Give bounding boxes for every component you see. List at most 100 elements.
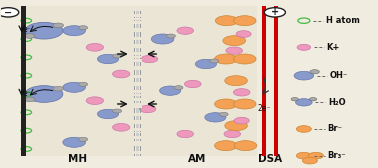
- Bar: [133, 21, 142, 24]
- Circle shape: [63, 137, 85, 147]
- Circle shape: [63, 82, 85, 92]
- Bar: [133, 143, 142, 146]
- Text: Br₃⁻: Br₃⁻: [327, 151, 346, 160]
- Bar: [133, 151, 142, 154]
- Bar: [21, 6, 26, 156]
- Circle shape: [225, 121, 247, 131]
- Circle shape: [291, 98, 299, 101]
- Bar: [22, 6, 135, 156]
- Bar: [134, 122, 141, 124]
- Circle shape: [53, 86, 64, 91]
- Circle shape: [86, 44, 104, 51]
- Bar: [138, 6, 257, 156]
- Circle shape: [113, 123, 130, 131]
- Bar: [134, 66, 141, 67]
- Circle shape: [234, 117, 249, 124]
- Circle shape: [25, 86, 63, 102]
- Bar: [134, 37, 141, 39]
- Text: −: −: [4, 7, 12, 17]
- Circle shape: [308, 152, 324, 159]
- Circle shape: [215, 54, 237, 64]
- Circle shape: [177, 130, 194, 138]
- Bar: [134, 47, 141, 48]
- Circle shape: [98, 109, 119, 119]
- Bar: [134, 18, 141, 20]
- Circle shape: [309, 98, 317, 101]
- Text: DSA: DSA: [258, 154, 282, 164]
- Circle shape: [236, 31, 251, 37]
- Circle shape: [174, 86, 183, 90]
- Circle shape: [141, 55, 158, 63]
- Circle shape: [0, 8, 19, 17]
- Bar: [133, 37, 142, 39]
- Circle shape: [225, 76, 247, 86]
- Bar: [136, 6, 138, 156]
- Circle shape: [113, 109, 122, 113]
- Text: AM: AM: [188, 154, 207, 164]
- Circle shape: [296, 99, 312, 106]
- Circle shape: [151, 34, 174, 44]
- Circle shape: [53, 23, 64, 28]
- Bar: [134, 9, 141, 11]
- Bar: [133, 14, 142, 17]
- Circle shape: [215, 99, 237, 109]
- Circle shape: [79, 137, 88, 141]
- Circle shape: [25, 22, 63, 39]
- Circle shape: [297, 44, 311, 50]
- Bar: [133, 29, 142, 32]
- Circle shape: [234, 99, 256, 109]
- Circle shape: [86, 97, 104, 104]
- Bar: [262, 6, 266, 156]
- Bar: [133, 52, 142, 55]
- Bar: [274, 6, 278, 156]
- Bar: [134, 28, 141, 30]
- Circle shape: [160, 86, 181, 95]
- Circle shape: [310, 70, 319, 74]
- Circle shape: [79, 26, 88, 30]
- Circle shape: [79, 82, 88, 86]
- Bar: [134, 113, 141, 115]
- Text: H₂O: H₂O: [328, 98, 345, 107]
- Bar: [133, 82, 142, 85]
- Bar: [134, 85, 141, 86]
- Bar: [133, 113, 142, 116]
- Bar: [133, 90, 142, 93]
- Bar: [133, 6, 142, 9]
- Bar: [134, 132, 141, 133]
- Bar: [133, 105, 142, 108]
- Circle shape: [223, 36, 245, 46]
- Circle shape: [234, 54, 256, 64]
- Text: 2e⁻: 2e⁻: [258, 104, 271, 113]
- Circle shape: [234, 141, 257, 151]
- Text: +: +: [271, 7, 279, 17]
- Bar: [133, 67, 142, 70]
- Circle shape: [226, 47, 242, 54]
- Circle shape: [113, 54, 122, 58]
- Circle shape: [113, 70, 130, 78]
- Bar: [133, 136, 142, 139]
- Circle shape: [205, 113, 226, 122]
- Bar: [140, 6, 141, 156]
- Circle shape: [177, 27, 194, 34]
- Circle shape: [215, 16, 238, 26]
- Text: K+: K+: [327, 43, 340, 52]
- Bar: [134, 94, 141, 96]
- Circle shape: [296, 152, 311, 159]
- Circle shape: [234, 16, 256, 26]
- Circle shape: [219, 112, 228, 116]
- Bar: [134, 75, 141, 77]
- Bar: [133, 75, 142, 78]
- Bar: [133, 120, 142, 123]
- Text: H atom: H atom: [326, 16, 359, 25]
- Circle shape: [296, 126, 311, 132]
- Circle shape: [215, 141, 237, 151]
- Text: e⁻: e⁻: [23, 25, 31, 34]
- Bar: [134, 141, 141, 143]
- Circle shape: [195, 59, 217, 69]
- Circle shape: [25, 34, 35, 38]
- Bar: [134, 56, 141, 58]
- Circle shape: [224, 130, 240, 138]
- Circle shape: [264, 8, 285, 17]
- Circle shape: [25, 97, 35, 102]
- Circle shape: [166, 34, 175, 38]
